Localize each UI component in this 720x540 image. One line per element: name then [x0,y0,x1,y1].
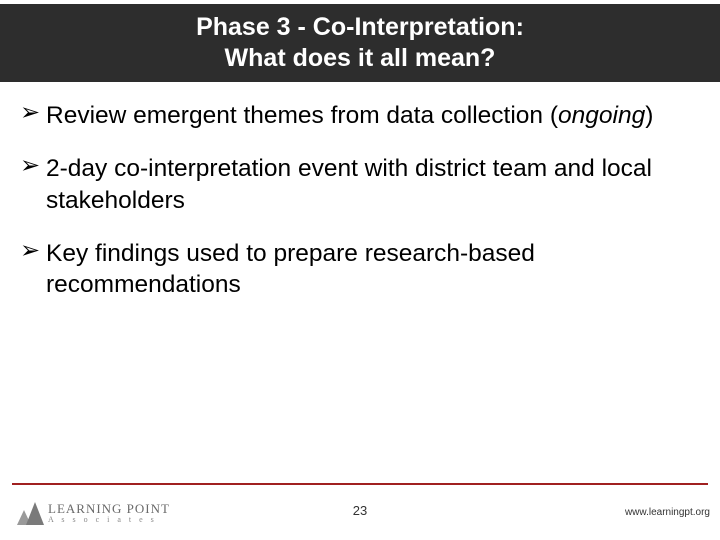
footer-divider [12,483,708,485]
bullet-text-post: ) [645,102,653,129]
bullet-text-pre: Key findings used to prepare research-ba… [46,240,535,298]
slide-title: Phase 3 - Co-Interpretation: What does i… [196,12,524,75]
slide: Phase 3 - Co-Interpretation: What does i… [0,0,720,540]
list-item: ➢ Key findings used to prepare research-… [20,238,690,301]
bullet-arrow-icon: ➢ [20,153,46,179]
bullet-text: Review emergent themes from data collect… [46,100,690,131]
bullet-text: 2-day co-interpretation event with distr… [46,153,690,216]
bullet-text: Key findings used to prepare research-ba… [46,238,690,301]
footer-url: www.learningpt.org [625,507,710,518]
bullet-text-pre: 2-day co-interpretation event with distr… [46,155,652,213]
title-bar: Phase 3 - Co-Interpretation: What does i… [0,4,720,82]
bullet-arrow-icon: ➢ [20,100,46,126]
bullet-text-pre: Review emergent themes from data collect… [46,102,558,129]
bullet-list: ➢ Review emergent themes from data colle… [20,100,690,323]
bullet-arrow-icon: ➢ [20,238,46,264]
page-number: 23 [0,503,720,518]
list-item: ➢ 2-day co-interpretation event with dis… [20,153,690,216]
list-item: ➢ Review emergent themes from data colle… [20,100,690,131]
bullet-text-em: ongoing [558,102,645,129]
